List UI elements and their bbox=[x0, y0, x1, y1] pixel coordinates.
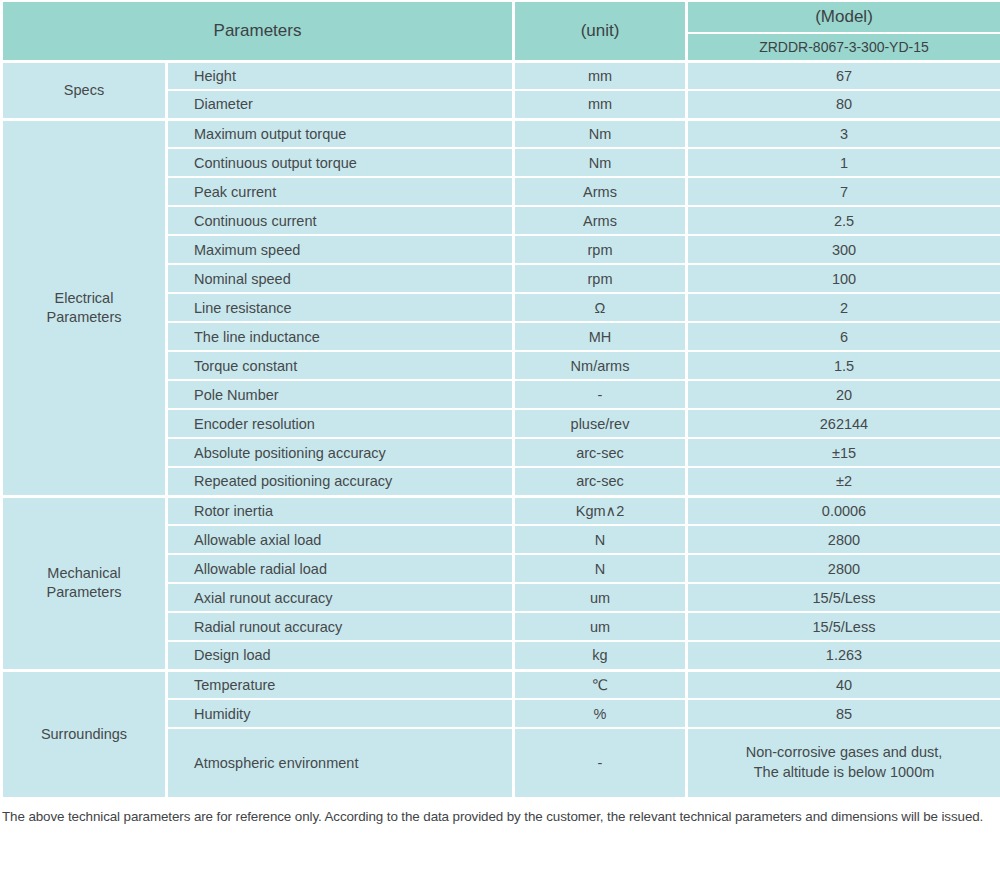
value-cell: 40 bbox=[687, 670, 1000, 699]
unit-cell: Kgm∧2 bbox=[514, 496, 687, 525]
param-cell: Peak current bbox=[167, 177, 514, 206]
section-surroundings: SurroundingsTemperature℃40Humidity%85Atm… bbox=[2, 670, 1000, 798]
unit-cell: % bbox=[514, 699, 687, 728]
unit-cell: rpm bbox=[514, 264, 687, 293]
value-cell: 15/5/Less bbox=[687, 583, 1000, 612]
value-cell: 1.5 bbox=[687, 351, 1000, 380]
param-cell: Pole Number bbox=[167, 380, 514, 409]
section-electrical-parameters: Electrical ParametersMaximum output torq… bbox=[2, 119, 1000, 496]
param-cell: Humidity bbox=[167, 699, 514, 728]
param-cell: Continuous current bbox=[167, 206, 514, 235]
param-cell: Diameter bbox=[167, 90, 514, 119]
section-mechanical-parameters: Mechanical ParametersRotor inertiaKgm∧20… bbox=[2, 496, 1000, 670]
param-cell: Design load bbox=[167, 641, 514, 670]
value-cell: 2.5 bbox=[687, 206, 1000, 235]
unit-cell: arc-sec bbox=[514, 467, 687, 496]
unit-cell: um bbox=[514, 583, 687, 612]
page: Parameters (unit) (Model) ZRDDR-8067-3-3… bbox=[0, 0, 1000, 886]
param-cell: Temperature bbox=[167, 670, 514, 699]
header-unit: (unit) bbox=[514, 1, 687, 61]
header-model: (Model) bbox=[687, 1, 1000, 33]
value-cell: ±15 bbox=[687, 438, 1000, 467]
param-cell: Maximum speed bbox=[167, 235, 514, 264]
value-cell: 80 bbox=[687, 90, 1000, 119]
param-cell: Maximum output torque bbox=[167, 119, 514, 148]
value-cell: 262144 bbox=[687, 409, 1000, 438]
param-cell: Line resistance bbox=[167, 293, 514, 322]
unit-cell: Nm bbox=[514, 148, 687, 177]
value-cell: 0.0006 bbox=[687, 496, 1000, 525]
param-cell: Nominal speed bbox=[167, 264, 514, 293]
unit-cell: ℃ bbox=[514, 670, 687, 699]
table-row: SurroundingsTemperature℃40 bbox=[2, 670, 1000, 699]
value-cell: 20 bbox=[687, 380, 1000, 409]
param-cell: Rotor inertia bbox=[167, 496, 514, 525]
table-row: Electrical ParametersMaximum output torq… bbox=[2, 119, 1000, 148]
table-row: SpecsHeightmm67 bbox=[2, 61, 1000, 90]
unit-cell: Nm bbox=[514, 119, 687, 148]
param-cell: Encoder resolution bbox=[167, 409, 514, 438]
value-cell: 6 bbox=[687, 322, 1000, 351]
table-header: Parameters (unit) (Model) ZRDDR-8067-3-3… bbox=[2, 1, 1000, 61]
section-specs: SpecsHeightmm67Diametermm80 bbox=[2, 61, 1000, 119]
value-cell: 1.263 bbox=[687, 641, 1000, 670]
unit-cell: Arms bbox=[514, 206, 687, 235]
param-cell: Atmospheric environment bbox=[167, 728, 514, 798]
value-cell: 2 bbox=[687, 293, 1000, 322]
value-cell: Non-corrosive gases and dust, The altitu… bbox=[687, 728, 1000, 798]
unit-cell: rpm bbox=[514, 235, 687, 264]
unit-cell: - bbox=[514, 728, 687, 798]
unit-cell: MH bbox=[514, 322, 687, 351]
unit-cell: N bbox=[514, 525, 687, 554]
section-label: Electrical Parameters bbox=[2, 119, 167, 496]
unit-cell: kg bbox=[514, 641, 687, 670]
param-cell: Repeated positioning accuracy bbox=[167, 467, 514, 496]
section-label: Specs bbox=[2, 61, 167, 119]
value-cell: 7 bbox=[687, 177, 1000, 206]
unit-cell: mm bbox=[514, 90, 687, 119]
value-cell: 300 bbox=[687, 235, 1000, 264]
value-cell: 15/5/Less bbox=[687, 612, 1000, 641]
unit-cell: - bbox=[514, 380, 687, 409]
value-cell: 100 bbox=[687, 264, 1000, 293]
header-model-value: ZRDDR-8067-3-300-YD-15 bbox=[687, 33, 1000, 61]
param-cell: Allowable radial load bbox=[167, 554, 514, 583]
section-label: Surroundings bbox=[2, 670, 167, 798]
spec-table: Parameters (unit) (Model) ZRDDR-8067-3-3… bbox=[0, 0, 1000, 799]
param-cell: Continuous output torque bbox=[167, 148, 514, 177]
param-cell: The line inductance bbox=[167, 322, 514, 351]
unit-cell: um bbox=[514, 612, 687, 641]
value-cell: 67 bbox=[687, 61, 1000, 90]
footer-note: The above technical parameters are for r… bbox=[2, 809, 1000, 824]
param-cell: Height bbox=[167, 61, 514, 90]
unit-cell: mm bbox=[514, 61, 687, 90]
param-cell: Torque constant bbox=[167, 351, 514, 380]
value-cell: 2800 bbox=[687, 554, 1000, 583]
unit-cell: Nm/arms bbox=[514, 351, 687, 380]
value-cell: 1 bbox=[687, 148, 1000, 177]
value-cell: 85 bbox=[687, 699, 1000, 728]
table-row: Mechanical ParametersRotor inertiaKgm∧20… bbox=[2, 496, 1000, 525]
value-cell: ±2 bbox=[687, 467, 1000, 496]
param-cell: Absolute positioning accuracy bbox=[167, 438, 514, 467]
value-cell: 2800 bbox=[687, 525, 1000, 554]
section-label: Mechanical Parameters bbox=[2, 496, 167, 670]
param-cell: Radial runout accuracy bbox=[167, 612, 514, 641]
unit-cell: Arms bbox=[514, 177, 687, 206]
param-cell: Axial runout accuracy bbox=[167, 583, 514, 612]
unit-cell: N bbox=[514, 554, 687, 583]
unit-cell: pluse/rev bbox=[514, 409, 687, 438]
value-cell: 3 bbox=[687, 119, 1000, 148]
unit-cell: arc-sec bbox=[514, 438, 687, 467]
param-cell: Allowable axial load bbox=[167, 525, 514, 554]
unit-cell: Ω bbox=[514, 293, 687, 322]
header-parameters: Parameters bbox=[2, 1, 514, 61]
